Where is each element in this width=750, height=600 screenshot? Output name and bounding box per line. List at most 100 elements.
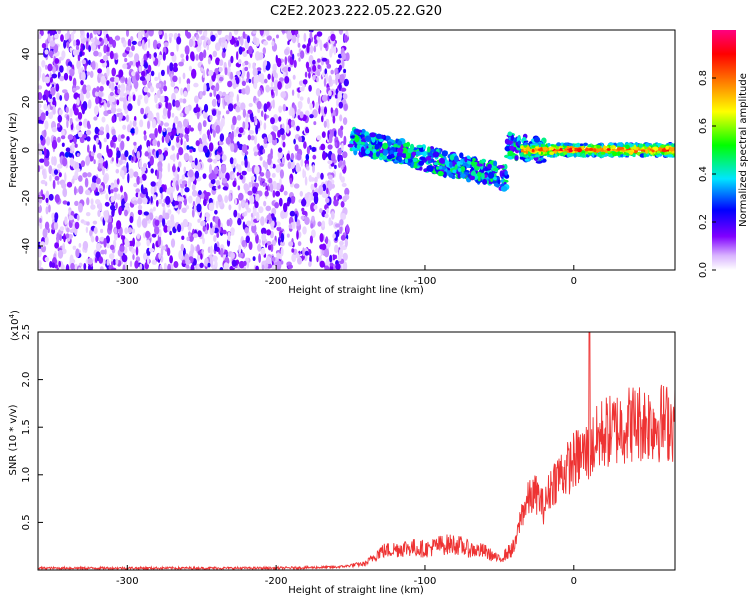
spectrogram-cell (154, 94, 158, 104)
spectrogram-cell (293, 183, 300, 189)
spectrogram-cell (186, 136, 189, 143)
spectrogram-cell (245, 235, 250, 244)
spectrogram-cell (131, 71, 136, 77)
spectrogram-cell (171, 92, 176, 102)
spectrogram-cell (311, 215, 315, 222)
spectrogram-cell (63, 72, 69, 81)
spectrogram-cell (304, 216, 310, 225)
spectrogram-cell (184, 105, 190, 115)
spectrogram-cell (54, 212, 59, 221)
spectrogram-cell (137, 209, 143, 216)
spectrogram-cell (38, 119, 44, 124)
spectrogram-cell (200, 253, 203, 260)
spectrogram-cell (266, 241, 272, 246)
spectrogram-cell (339, 240, 344, 246)
spectrogram-cell (305, 126, 309, 134)
spectrogram-cell (143, 62, 149, 69)
spectrogram-cell (196, 30, 199, 33)
spectrogram-cell (164, 150, 168, 157)
spectrogram-cell (293, 138, 296, 145)
spectrogram-cell (242, 108, 247, 118)
spectrogram-cell (548, 146, 552, 151)
spectrogram-cell (103, 44, 107, 54)
spectrogram-cell (284, 56, 288, 66)
spectrogram-cell (133, 143, 138, 154)
spectrogram-cell (199, 262, 204, 268)
spectrogram-cell (104, 201, 110, 207)
spectrogram-cell (198, 190, 202, 196)
spectrogram-cell (500, 179, 504, 183)
spectrogram-cell (121, 37, 126, 42)
spectrogram-cell (612, 151, 618, 157)
spectrogram-cell (162, 217, 166, 227)
spectrogram-cell (71, 141, 75, 152)
spectrogram-cell (267, 244, 272, 251)
spectrogram-cell (44, 256, 50, 262)
spectrogram-cell (339, 172, 342, 181)
spectrogram-cell (308, 30, 314, 33)
spectrogram-cell (262, 182, 268, 187)
spectrogram-cell (38, 248, 42, 258)
spectrogram-cell (107, 222, 113, 231)
spectrogram-cell (326, 121, 330, 129)
spectrogram-cell (327, 144, 333, 150)
spectrogram-cell (210, 34, 216, 42)
spectrogram-cell (270, 81, 274, 87)
spectrogram-cell (368, 143, 373, 149)
spectrogram-cell (166, 220, 172, 226)
spectrogram-cell (190, 264, 195, 270)
spectrogram-cell (328, 75, 332, 85)
spectrogram-cell (265, 256, 271, 266)
spectrogram-cell (252, 208, 257, 217)
spectrogram-cell (52, 100, 56, 106)
spectrogram-cell (171, 182, 175, 187)
spectrogram-cell (119, 245, 125, 252)
spectrogram-cell (100, 249, 106, 255)
spectrogram-cell (338, 64, 342, 71)
spectrogram-cell (287, 161, 292, 169)
spectrogram-cell (263, 136, 268, 145)
spectrogram-cell (325, 197, 330, 203)
spectrogram-cell (271, 265, 275, 270)
spectrogram-cell (202, 133, 207, 143)
spectrogram-cell (231, 162, 235, 169)
spectrogram-cell (133, 182, 138, 188)
spectrogram-cell (202, 141, 209, 147)
spectrogram-cell (121, 77, 126, 82)
spectrogram-cell (183, 166, 187, 174)
spectrogram-cell (89, 70, 94, 78)
spectrogram-cell (104, 102, 107, 111)
spectrogram-cell (207, 246, 211, 254)
spectrogram-cell (283, 190, 288, 196)
spectrogram-cell (119, 90, 125, 98)
spectrogram-cell (133, 141, 137, 146)
spectrogram-cell (279, 77, 284, 82)
spectrogram-cell (204, 30, 208, 37)
spectrogram-cell (109, 50, 114, 60)
spectrogram-cell (322, 151, 327, 161)
spectrogram-cell (158, 252, 162, 260)
spectrogram-cell (238, 203, 241, 211)
spectrogram-cell (163, 85, 168, 92)
spectrogram-cell (146, 239, 150, 247)
spectrogram-cell (274, 202, 279, 209)
spectrogram-cell (288, 223, 292, 229)
spectrogram-cell (339, 74, 345, 83)
spectrogram-cell (335, 263, 341, 270)
spectrogram-cell (149, 155, 154, 166)
spectrogram-cell (524, 158, 530, 162)
spectrogram-cell (280, 232, 285, 243)
spectrogram-cell (219, 133, 225, 142)
spectrogram-cell (117, 84, 121, 89)
spectrogram-cell (657, 150, 660, 154)
spectrogram-cell (315, 88, 321, 97)
spectrogram-cell (651, 149, 655, 153)
spectrogram-cell (69, 229, 75, 233)
spectrogram-cell (260, 247, 266, 256)
spectrogram-cell (212, 158, 218, 164)
spectrogram-cell (369, 132, 377, 138)
spectrogram-cell (234, 198, 238, 205)
spectrogram-cell (170, 214, 175, 223)
spectrogram-cell (342, 117, 348, 126)
spectrogram-cell (86, 197, 90, 206)
